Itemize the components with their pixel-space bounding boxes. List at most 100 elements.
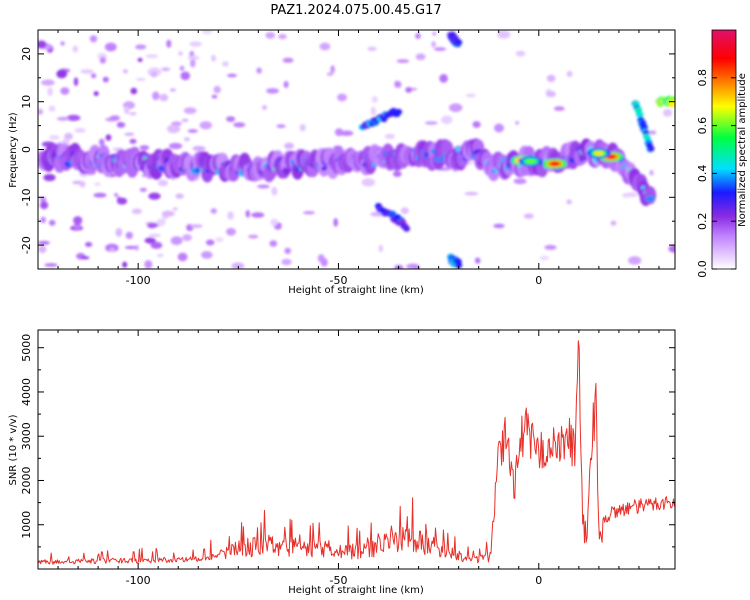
- heatmap-speckle: [109, 115, 121, 121]
- spectrogram-xtick-label: 0: [535, 274, 542, 287]
- heatmap-speckle: [384, 133, 396, 139]
- colorbar-tick-label: 0.0: [696, 260, 709, 278]
- heatmap-feature: [643, 134, 651, 141]
- heatmap-speckle: [668, 245, 675, 253]
- ridge-core: [321, 166, 327, 171]
- heatmap-speckle: [566, 199, 572, 205]
- heatmap-speckle: [167, 124, 181, 134]
- spectrogram-ytick-label: -10: [20, 188, 33, 206]
- spectrogram-ytick-label: 0: [20, 146, 33, 153]
- heatmap-speckle: [99, 138, 105, 146]
- heatmap-speckle: [213, 85, 221, 94]
- heatmap-feature: [647, 145, 655, 152]
- heatmap-speckle: [38, 245, 47, 254]
- heatmap-speckle: [190, 224, 203, 229]
- heatmap-speckle: [202, 30, 212, 35]
- heatmap-speckle: [129, 112, 137, 116]
- heatmap-speckle: [662, 109, 673, 117]
- heatmap-speckle: [449, 103, 463, 113]
- snr-panel: -100 -50 0 1000 2000 3000 4000 5000 Height of s…: [8, 329, 676, 596]
- heatmap-speckle: [72, 45, 79, 53]
- heatmap-speckle: [73, 77, 79, 87]
- heatmap-speckle: [79, 180, 86, 188]
- heatmap-speckle: [131, 208, 143, 215]
- heatmap-speckle: [169, 88, 176, 92]
- heatmap-speckle: [233, 122, 246, 128]
- heatmap-speckle: [38, 108, 43, 115]
- heatmap-speckle: [432, 31, 437, 36]
- peak-core: [593, 151, 604, 156]
- heatmap-speckle: [125, 231, 133, 240]
- heatmap-speckle: [276, 124, 286, 129]
- heatmap-speckle: [182, 234, 192, 242]
- heatmap-speckle: [400, 207, 409, 215]
- heatmap-speckle: [178, 51, 183, 56]
- heatmap-speckle: [245, 210, 250, 218]
- heatmap-speckle: [135, 44, 147, 50]
- snr-series-line: [38, 340, 675, 565]
- heatmap-speckle: [371, 96, 378, 103]
- colorbar-tick-label: 0.8: [696, 69, 709, 87]
- heatmap-speckle: [464, 192, 479, 196]
- heatmap-speckle: [156, 253, 164, 257]
- heatmap-speckle: [396, 59, 410, 63]
- snr-ytick-label: 2000: [20, 466, 33, 494]
- heatmap-feature: [636, 111, 644, 118]
- heatmap-speckle: [122, 69, 128, 74]
- heatmap-speckle: [66, 114, 81, 121]
- heatmap-speckle: [94, 182, 101, 187]
- heatmap-speckle: [441, 115, 453, 125]
- heatmap-speckle: [412, 264, 420, 269]
- snr-axes: -100 -50 0 1000 2000 3000 4000 5000: [20, 330, 675, 587]
- colorbar-tick-label: 0.4: [696, 165, 709, 183]
- heatmap-speckle: [115, 228, 123, 237]
- heatmap-feature: [640, 124, 648, 131]
- heatmap-speckle: [566, 70, 573, 77]
- snr-frame: [37, 329, 676, 570]
- heatmap-speckle: [465, 93, 476, 98]
- heatmap-speckle: [523, 213, 534, 219]
- heatmap-speckle: [172, 207, 178, 211]
- heatmap-speckle: [41, 79, 55, 86]
- heatmap-speckle: [124, 132, 135, 136]
- heatmap-speckle: [73, 223, 82, 230]
- ridge-halo: [644, 186, 657, 205]
- heatmap-speckle: [649, 130, 657, 135]
- spectrogram-ytick-label: -20: [20, 236, 33, 254]
- heatmap-speckle: [180, 71, 191, 81]
- heatmap-speckle: [56, 69, 68, 79]
- heatmap-speckle: [226, 228, 236, 236]
- heatmap-speckle: [231, 262, 245, 269]
- heatmap-speckle: [281, 258, 292, 266]
- heatmap-speckle: [227, 73, 237, 78]
- heatmap-speckle: [319, 42, 331, 51]
- heatmap-speckle: [215, 237, 224, 243]
- heatmap-speckle: [85, 242, 93, 247]
- heatmap-feature: [389, 210, 397, 217]
- spectrogram-ytick-label: 10: [20, 95, 33, 109]
- heatmap-feature: [455, 262, 463, 269]
- heatmap-speckle: [168, 142, 183, 150]
- heatmap-speckle: [116, 196, 122, 205]
- heatmap-speckle: [494, 123, 504, 133]
- heatmap-speckle: [326, 72, 334, 76]
- heatmap-speckle: [370, 106, 376, 116]
- heatmap-speckle: [546, 74, 556, 83]
- colorbar: 0.0 0.2 0.4 0.6 0.8 Normalized spectral ampl…: [696, 29, 748, 278]
- heatmap-speckle: [278, 33, 287, 40]
- heatmap-speckle: [117, 121, 122, 128]
- heatmap-speckle: [161, 67, 171, 72]
- heatmap-speckle: [148, 192, 161, 200]
- heatmap-speckle: [56, 116, 70, 121]
- spectrogram-xtick-label: -50: [329, 274, 347, 287]
- heatmap-speckle: [271, 186, 278, 196]
- heatmap-speckle: [93, 91, 99, 96]
- heatmap-speckle: [393, 170, 402, 177]
- snr-ytick-label: 5000: [20, 334, 33, 362]
- heatmap-speckle: [262, 105, 267, 110]
- ridge-core: [645, 196, 656, 202]
- snr-ytick-label: 1000: [20, 511, 33, 539]
- heatmap-speckle: [283, 81, 289, 88]
- heatmap-speckle: [415, 33, 421, 39]
